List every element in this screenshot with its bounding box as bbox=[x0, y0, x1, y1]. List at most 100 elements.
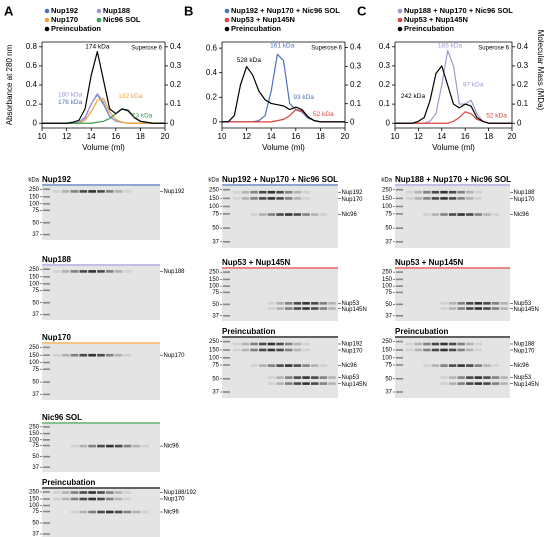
gel-band bbox=[88, 353, 96, 357]
y2-tick-label: 0.2 bbox=[517, 80, 529, 89]
y-axis-label: Absorbance at 280 nm bbox=[5, 44, 14, 125]
gel-band bbox=[406, 190, 414, 194]
marker-band bbox=[396, 378, 403, 380]
marker-band bbox=[43, 301, 50, 304]
y2-tick-label: 0 bbox=[350, 118, 355, 127]
marker-band bbox=[396, 278, 403, 281]
gel-band bbox=[457, 302, 465, 305]
band-label: Nup53 bbox=[514, 301, 532, 307]
gel-band bbox=[61, 270, 70, 273]
y-tick-label: 0.2 bbox=[379, 80, 391, 89]
gel-band bbox=[457, 382, 465, 385]
band-label: Nup188 bbox=[164, 269, 186, 275]
legend-marker bbox=[397, 8, 403, 14]
marker-label: 37 bbox=[32, 465, 39, 471]
marker-band bbox=[396, 213, 403, 215]
marker-label: 150 bbox=[29, 274, 40, 280]
x-tick-label: 14 bbox=[437, 132, 446, 141]
legend-label: Nup170 bbox=[51, 15, 78, 24]
marker-label: 150 bbox=[29, 497, 40, 503]
band-label: Nup53 bbox=[342, 301, 360, 307]
annotation: 161 kDa bbox=[270, 42, 295, 49]
marker-label: 250 bbox=[29, 345, 40, 351]
gel-title: Preincubation bbox=[42, 478, 95, 487]
gel-band bbox=[285, 382, 293, 385]
x-tick-label: 18 bbox=[316, 132, 325, 141]
series-line bbox=[222, 65, 345, 123]
gel-band bbox=[466, 190, 474, 194]
gel-band bbox=[141, 444, 149, 448]
marker-band bbox=[43, 346, 50, 349]
gel-band bbox=[466, 307, 474, 310]
gel-band bbox=[97, 444, 105, 448]
annotation: 73 kDa bbox=[132, 112, 153, 119]
gel-band bbox=[88, 497, 96, 501]
gel-band bbox=[457, 348, 465, 352]
gel-band bbox=[276, 382, 284, 385]
gel-title: Nup53 + Nup145N bbox=[395, 258, 463, 267]
gel-band bbox=[285, 213, 293, 216]
x-tick-label: 16 bbox=[111, 132, 120, 141]
y-tick-label: 0.4 bbox=[26, 80, 38, 89]
marker-band bbox=[43, 498, 50, 500]
gel-band bbox=[132, 510, 141, 514]
gel-band bbox=[474, 382, 483, 385]
gel-band bbox=[423, 348, 431, 352]
gel-band bbox=[466, 382, 474, 385]
gel-band bbox=[106, 270, 114, 273]
gel-band bbox=[311, 364, 319, 367]
gel-band bbox=[302, 348, 310, 352]
gel-band bbox=[302, 197, 310, 200]
gel-band bbox=[97, 353, 105, 357]
marker-label: 37 bbox=[212, 239, 219, 245]
y2-tick-label: 0.3 bbox=[170, 61, 182, 70]
gel-band bbox=[474, 307, 483, 310]
gel-band bbox=[431, 213, 440, 216]
annotation: 52 kDa bbox=[486, 112, 507, 119]
gel-band bbox=[97, 190, 105, 193]
gel-band bbox=[53, 491, 61, 494]
gel-band bbox=[414, 342, 422, 346]
gel-band bbox=[423, 190, 431, 194]
band-label: Nup145N bbox=[514, 382, 539, 388]
gel-band bbox=[259, 197, 267, 200]
gel-band bbox=[241, 197, 250, 200]
marker-label: 37 bbox=[385, 239, 392, 245]
gel-band bbox=[483, 382, 491, 385]
gel-band bbox=[311, 382, 319, 385]
legend-label: Preincubation bbox=[231, 24, 281, 33]
marker-band bbox=[223, 197, 230, 200]
gel-band bbox=[466, 197, 474, 200]
gel-band bbox=[267, 302, 276, 305]
gel-band bbox=[70, 497, 79, 501]
marker-label: 250 bbox=[209, 339, 220, 345]
gel-band bbox=[483, 376, 491, 379]
x-tick-label: 18 bbox=[136, 132, 145, 141]
gel-band bbox=[448, 197, 457, 200]
marker-band bbox=[223, 357, 230, 359]
gel-band bbox=[431, 364, 440, 367]
marker-band bbox=[43, 196, 50, 198]
marker-band bbox=[43, 522, 50, 524]
band-label: Nup188 bbox=[514, 342, 536, 348]
gel-band bbox=[406, 342, 414, 346]
annotation: 528 kDa bbox=[237, 57, 262, 64]
gel-band bbox=[474, 342, 483, 346]
gel-band bbox=[114, 190, 123, 193]
gel-band bbox=[285, 348, 293, 352]
gel-band bbox=[250, 197, 258, 200]
gel-band bbox=[466, 342, 474, 346]
gel-band bbox=[406, 348, 414, 352]
gel-band bbox=[106, 491, 114, 494]
gel-band bbox=[440, 213, 448, 216]
gel-band bbox=[293, 364, 302, 367]
gel-band bbox=[319, 382, 328, 385]
gel-band bbox=[267, 213, 276, 216]
marker-label: 250 bbox=[29, 490, 40, 496]
chart-annotation-title: Superose 6 bbox=[478, 46, 509, 52]
marker-band bbox=[396, 227, 403, 229]
gel-band bbox=[61, 497, 70, 501]
gel-band bbox=[500, 376, 508, 379]
gel-band bbox=[302, 190, 310, 194]
gel-band bbox=[276, 307, 284, 310]
